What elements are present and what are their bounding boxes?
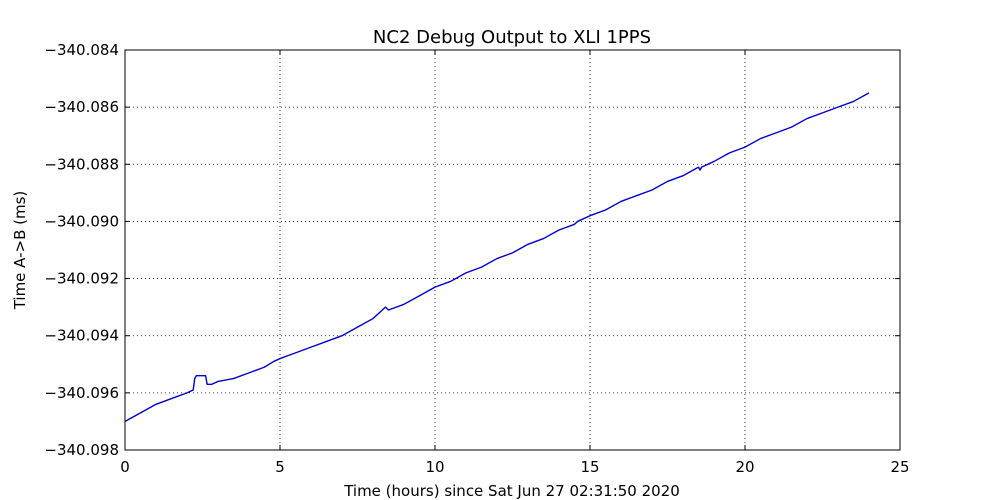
x-axis-label: Time (hours) since Sat Jun 27 02:31:50 2…	[343, 482, 680, 500]
y-tick-label: −340.084	[44, 41, 119, 59]
y-tick-label: −340.098	[44, 441, 119, 459]
y-tick-label: −340.086	[44, 98, 119, 116]
y-tick-label: −340.096	[44, 384, 119, 402]
y-tick-label: −340.088	[44, 155, 119, 173]
x-tick-label: 0	[120, 458, 130, 476]
y-tick-label: −340.090	[44, 212, 119, 230]
x-tick-label: 20	[735, 458, 754, 476]
y-axis-label: Time A->B (ms)	[11, 191, 29, 311]
y-tick-label: −340.094	[44, 327, 119, 345]
x-tick-label: 25	[890, 458, 909, 476]
series-layer	[124, 92, 870, 423]
x-tick-label: 10	[425, 458, 444, 476]
series-line	[124, 92, 870, 423]
plot-frame	[124, 49, 901, 451]
chart-title: NC2 Debug Output to XLI 1PPS	[373, 27, 651, 48]
axis-ticks	[124, 49, 901, 451]
y-tick-labels: −340.098 −340.096 −340.094 −340.092 −340.090…	[44, 41, 119, 459]
x-tick-label: 5	[275, 458, 285, 476]
x-tick-label: 15	[580, 458, 599, 476]
y-tick-label: −340.092	[44, 270, 119, 288]
x-tick-labels: 0 5 10 15 20 25	[120, 458, 909, 476]
grid-lines	[125, 50, 900, 450]
